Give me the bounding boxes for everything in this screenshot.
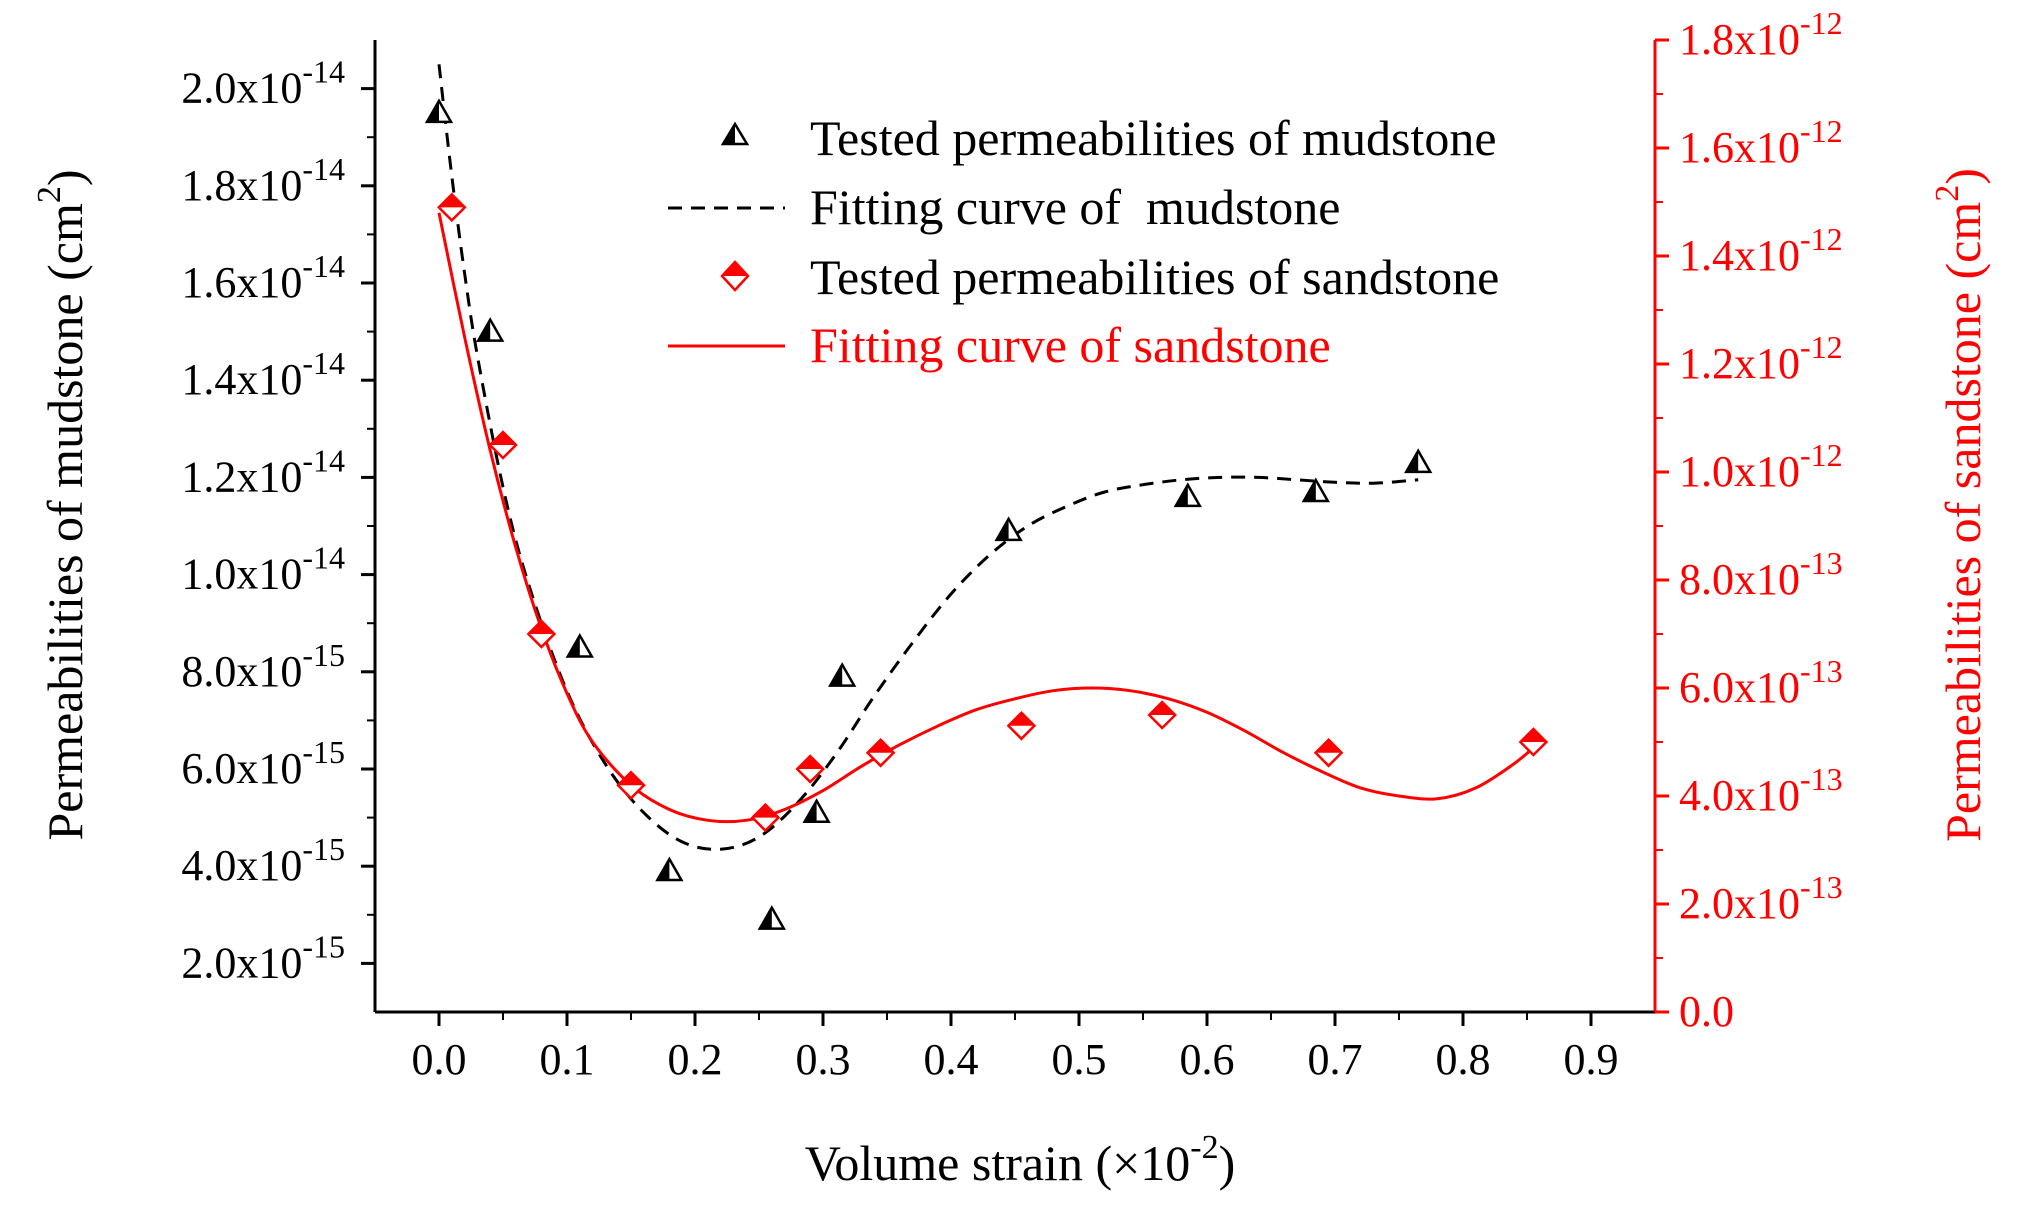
y-axis-left-title: Permeabilities of mudstone (cm2) (31, 169, 93, 840)
ticks-layer (361, 38, 1669, 1026)
sandstone-data-point (1518, 727, 1549, 757)
y-left-tick-label: 1.8x10-14 (181, 151, 345, 210)
triangle-marker-fill (567, 635, 580, 657)
sandstone-data-point (437, 192, 467, 223)
series-layer (424, 64, 1549, 930)
y-right-tick-label: 1.4x10-12 (1679, 221, 1843, 280)
sandstone-data-point (795, 754, 825, 784)
diamond-marker-fill (438, 194, 465, 208)
x-tick-label: 0.2 (668, 1035, 723, 1084)
legend: Tested permeabilities of mudstone Fittin… (668, 110, 1499, 373)
triangle-marker-fill (1303, 479, 1316, 501)
sandstone-data-point (1147, 700, 1177, 730)
y-right-tick-label: 4.0x10-13 (1679, 761, 1843, 820)
x-tick-label: 0.9 (1564, 1035, 1619, 1084)
y-left-tick-label: 1.0x10-14 (181, 540, 345, 599)
mudstone-fitting-curve (437, 64, 1419, 851)
mudstone-data-point (994, 516, 1023, 542)
y-right-tick-label: 2.0x10-13 (1679, 869, 1843, 928)
triangle-marker-fill (478, 319, 491, 341)
triangle-marker-fill (759, 907, 772, 929)
y-left-tick-label: 2.0x10-14 (181, 54, 345, 113)
legend-label-sandstone-fit: Fitting curve of sandstone (810, 317, 1331, 373)
diamond-marker-fill (797, 756, 824, 769)
mudstone-data-point (565, 632, 594, 658)
x-tick-label: 0.3 (796, 1035, 851, 1084)
x-tick-label: 0.6 (1180, 1035, 1235, 1084)
y-left-tick-label: 1.4x10-14 (181, 345, 345, 404)
diamond-marker-fill (528, 621, 555, 634)
sandstone-data-point (1313, 738, 1344, 768)
y-right-tick-label: 6.0x10-13 (1679, 653, 1843, 712)
mudstone-data-point (828, 662, 857, 687)
mudstone-data-point (802, 798, 831, 823)
y-right-tick-label: 1.8x10-12 (1679, 5, 1843, 64)
legend-label-mudstone-fit: Fitting curve of mudstone (810, 179, 1341, 235)
y-left-tick-label: 1.6x10-14 (181, 248, 345, 307)
x-tick-label: 0.7 (1308, 1035, 1363, 1084)
sandstone-data-point (750, 802, 781, 833)
x-tick-label: 0.4 (924, 1035, 979, 1084)
diamond-marker-fill (1520, 729, 1547, 742)
sandstone-data-point (865, 738, 896, 768)
mudstone-data-point (1301, 477, 1330, 503)
sandstone-data-point (616, 770, 646, 800)
legend-diamond-marker-fill (722, 262, 748, 276)
y-right-tick-label: 0.0 (1679, 987, 1734, 1036)
y-left-tick-label: 8.0x10-15 (181, 637, 345, 696)
y-right-tick-label: 1.2x10-12 (1679, 329, 1843, 388)
legend-label-mudstone-tested: Tested permeabilities of mudstone (810, 110, 1497, 166)
y-right-tick-label: 1.0x10-12 (1679, 437, 1843, 496)
y-right-tick-label: 8.0x10-13 (1679, 545, 1843, 604)
mudstone-data-point (424, 98, 454, 124)
y-left-tick-label: 6.0x10-15 (181, 734, 345, 793)
triangle-marker-fill (427, 100, 439, 122)
x-tick-label: 0.5 (1052, 1035, 1107, 1084)
x-tick-label: 0.1 (540, 1035, 595, 1084)
y-right-tick-label: 1.6x10-12 (1679, 113, 1843, 172)
x-axis-title: Volume strain (×10-2) (805, 1129, 1236, 1191)
legend-label-sandstone-tested: Tested permeabilities of sandstone (810, 249, 1499, 305)
y-axis-right-title: Permeabilities of sandstone (cm2) (1929, 168, 1991, 842)
triangle-marker-fill (657, 859, 670, 881)
sandstone-data-point (488, 430, 518, 460)
triangle-marker-fill (1175, 484, 1188, 506)
triangle-marker-fill (804, 800, 817, 822)
triangle-marker-fill (830, 664, 843, 686)
y-left-tick-label: 4.0x10-15 (181, 831, 345, 890)
tick-labels-layer: 0.0 0.1 0.2 0.3 0.4 0.5 0.6 0.7 0.8 0.9 2.0x10-15 4… (181, 5, 1842, 1084)
triangle-marker-fill (996, 518, 1009, 540)
legend-diamond-marker (720, 260, 750, 292)
sandstone-data-point (526, 619, 557, 649)
y-left-tick-label: 2.0x10-15 (181, 928, 345, 987)
mudstone-data-point (757, 905, 786, 930)
y-left-tick-label: 1.2x10-14 (181, 442, 345, 501)
mudstone-data-point (476, 317, 505, 342)
mudstone-data-point (655, 856, 684, 882)
diamond-marker-fill (752, 804, 779, 818)
diamond-marker-fill (1149, 702, 1176, 715)
triangle-marker-fill (1406, 450, 1419, 472)
diamond-marker-fill (1008, 712, 1035, 726)
diamond-marker-fill (490, 432, 516, 445)
diamond-marker-fill (1315, 739, 1342, 753)
diamond-marker-fill (867, 739, 894, 753)
legend-triangle-marker-fill (723, 124, 735, 144)
sandstone-data-point (1006, 711, 1037, 741)
diamond-marker-fill (618, 772, 644, 786)
mudstone-data-point (1404, 448, 1433, 474)
x-tick-label: 0.8 (1436, 1035, 1491, 1084)
x-tick-label: 0.0 (412, 1035, 467, 1084)
mudstone-data-point (1173, 482, 1202, 508)
